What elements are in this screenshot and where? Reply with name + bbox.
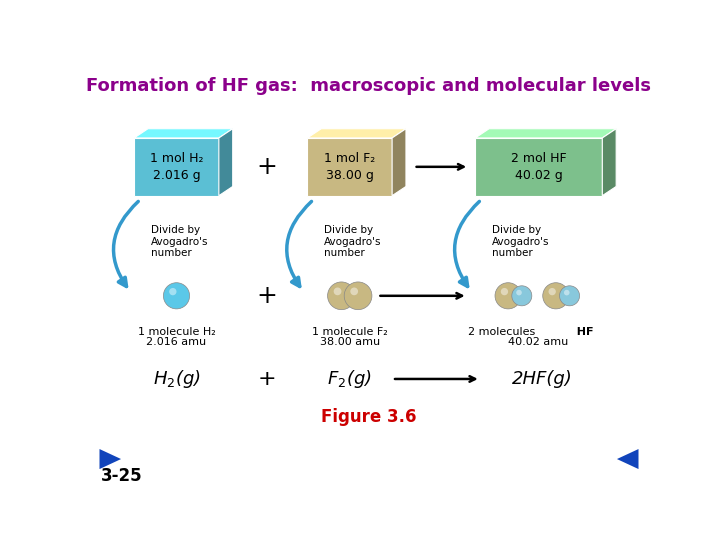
Text: Figure 3.6: Figure 3.6 xyxy=(321,408,417,427)
Polygon shape xyxy=(603,129,616,195)
Circle shape xyxy=(549,288,556,295)
Circle shape xyxy=(344,282,372,309)
FancyArrowPatch shape xyxy=(287,201,312,287)
Text: Formation of HF gas:  macroscopic and molecular levels: Formation of HF gas: macroscopic and mol… xyxy=(86,77,652,96)
Text: +: + xyxy=(258,369,276,389)
Polygon shape xyxy=(392,129,406,195)
Text: 2 mol HF
40.02 g: 2 mol HF 40.02 g xyxy=(511,152,567,182)
Polygon shape xyxy=(617,449,639,469)
FancyArrowPatch shape xyxy=(454,201,480,287)
Text: Divide by
Avogadro's
number: Divide by Avogadro's number xyxy=(151,225,209,259)
Text: 2.016 amu: 2.016 amu xyxy=(146,336,207,347)
Polygon shape xyxy=(475,138,603,195)
Circle shape xyxy=(351,287,358,295)
Polygon shape xyxy=(134,138,219,195)
Text: 3-25: 3-25 xyxy=(101,467,143,485)
Circle shape xyxy=(559,286,580,306)
Circle shape xyxy=(512,286,532,306)
Circle shape xyxy=(328,282,355,309)
Circle shape xyxy=(333,287,341,295)
Polygon shape xyxy=(219,129,233,195)
Text: 1 molecule H₂: 1 molecule H₂ xyxy=(138,327,215,336)
Circle shape xyxy=(495,283,521,309)
Text: 1 mol F₂
38.00 g: 1 mol F₂ 38.00 g xyxy=(324,152,375,182)
Text: 2HF(g): 2HF(g) xyxy=(512,370,572,388)
Polygon shape xyxy=(307,138,392,195)
Polygon shape xyxy=(99,449,121,469)
Circle shape xyxy=(543,283,569,309)
Circle shape xyxy=(501,288,508,295)
Text: H$_2$(g): H$_2$(g) xyxy=(153,368,200,390)
Text: 1 mol H₂
2.016 g: 1 mol H₂ 2.016 g xyxy=(150,152,203,182)
Text: Divide by
Avogadro's
number: Divide by Avogadro's number xyxy=(324,225,382,259)
Polygon shape xyxy=(134,129,233,138)
Text: F$_2$(g): F$_2$(g) xyxy=(328,368,372,390)
Circle shape xyxy=(163,283,189,309)
Text: 1 molecule F₂: 1 molecule F₂ xyxy=(312,327,387,336)
Text: 2 molecules: 2 molecules xyxy=(468,327,539,336)
Text: 40.02 amu: 40.02 amu xyxy=(508,336,569,347)
Text: Divide by
Avogadro's
number: Divide by Avogadro's number xyxy=(492,225,549,259)
Text: +: + xyxy=(256,155,277,179)
Text: +: + xyxy=(256,284,277,308)
Circle shape xyxy=(169,288,176,295)
FancyArrowPatch shape xyxy=(114,201,138,287)
Circle shape xyxy=(516,290,522,295)
Polygon shape xyxy=(475,129,616,138)
Text: HF: HF xyxy=(539,327,594,336)
Polygon shape xyxy=(307,129,406,138)
Circle shape xyxy=(564,290,570,295)
Text: 38.00 amu: 38.00 amu xyxy=(320,336,380,347)
